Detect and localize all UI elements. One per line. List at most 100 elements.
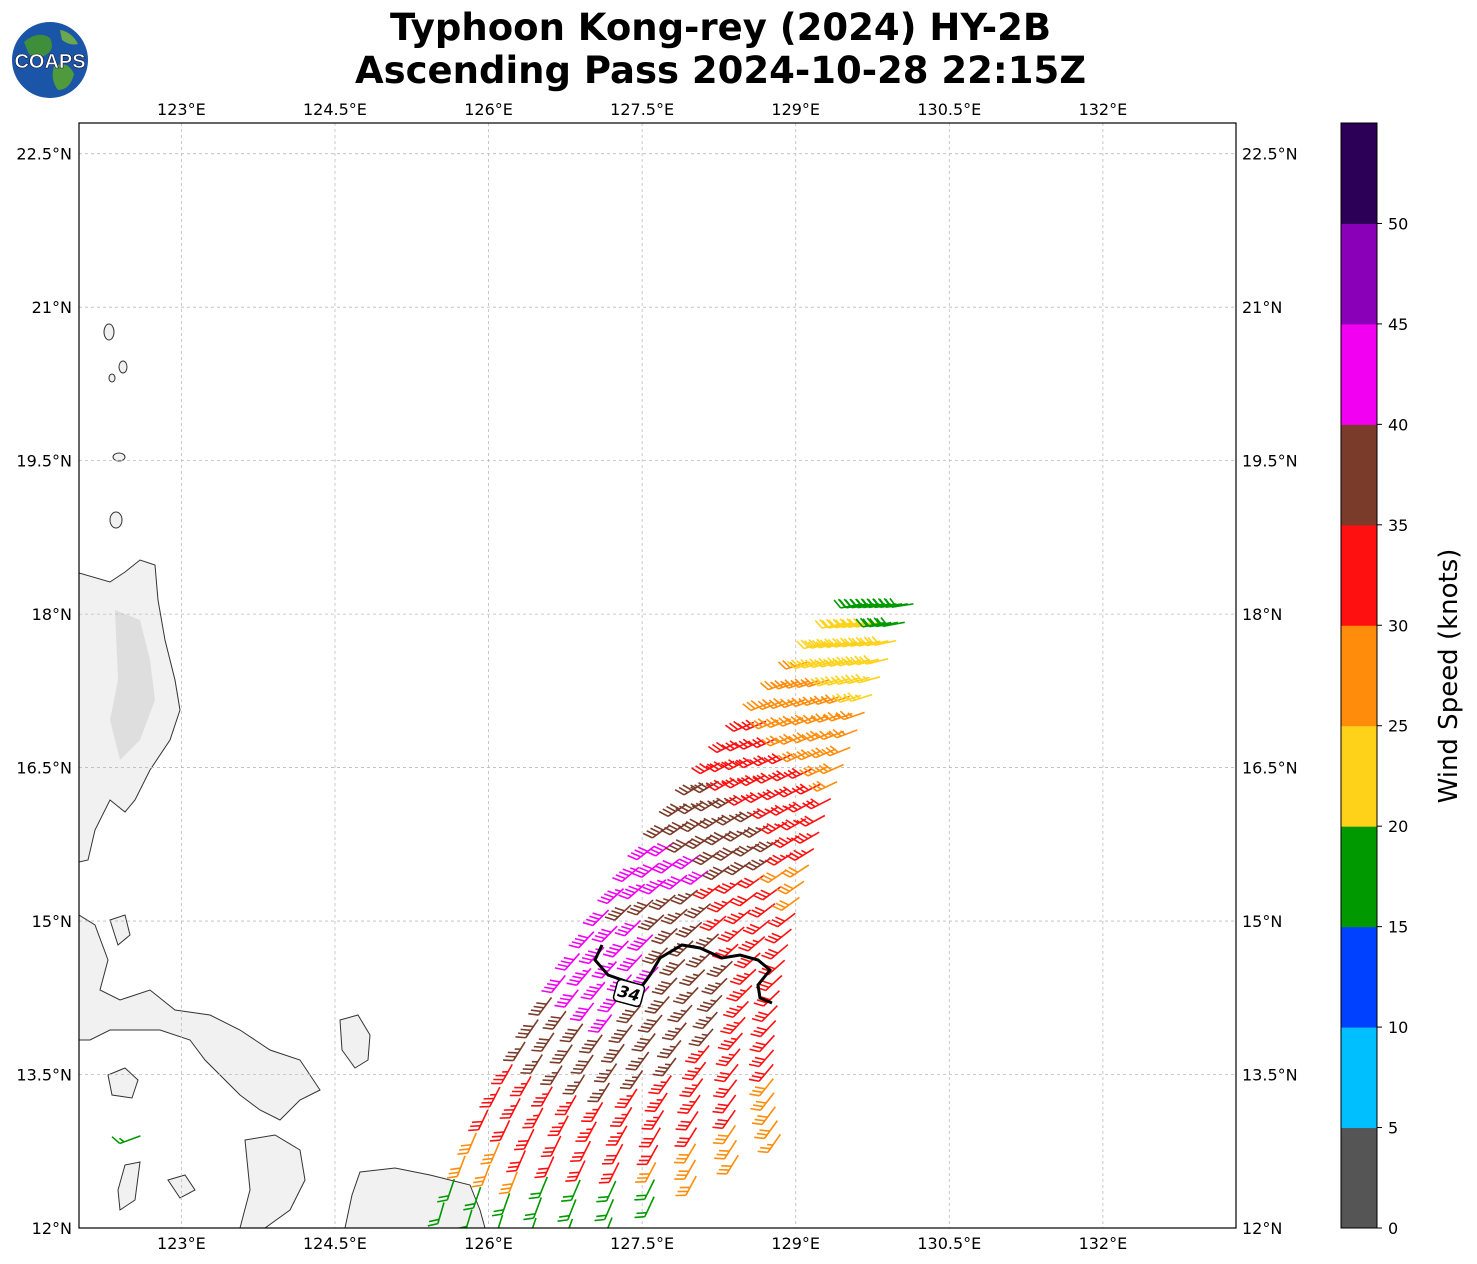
wind-barb [528, 1176, 548, 1200]
wind-barb [695, 815, 725, 829]
wind-barb [835, 710, 865, 721]
wind-barb [479, 1086, 501, 1108]
wind-barb [531, 1086, 553, 1107]
wind-barb [648, 894, 676, 911]
wind-barb [679, 969, 706, 987]
colorbar-bin [1341, 1127, 1377, 1229]
wind-barb [523, 1197, 543, 1221]
colorbar-tick-label: 15 [1388, 918, 1408, 937]
babuyan-island-2 [109, 511, 123, 529]
wind-barb [498, 1171, 518, 1195]
colorbar-tick-label: 35 [1388, 516, 1408, 535]
wind-barb [721, 828, 750, 842]
wind-barb [712, 1109, 736, 1130]
wind-barb [554, 952, 581, 971]
colorbar-tick-label: 25 [1388, 717, 1408, 736]
wind-barb [813, 657, 844, 668]
wind-barb [743, 856, 772, 871]
catanduanes-land [339, 1014, 371, 1069]
colorbar-tick-label: 45 [1388, 315, 1408, 334]
wind-barb [557, 1199, 577, 1223]
wind-barb [784, 800, 814, 813]
wind-barb [849, 655, 880, 666]
colorbar-tick-label: 0 [1388, 1219, 1398, 1238]
wind-barb [612, 866, 640, 883]
wind-barb [770, 835, 800, 849]
wind-barb [568, 931, 595, 949]
wind-barb [581, 1101, 604, 1123]
colorbar-tick-label: 40 [1388, 415, 1408, 434]
wind-barb [659, 874, 688, 890]
wind-barb [884, 597, 914, 608]
lon-tick-bottom: 123°E [157, 1234, 206, 1253]
wind-barb [776, 880, 805, 895]
lat-tick-right: 22.5°N [1242, 145, 1298, 164]
wind-barb [626, 899, 654, 916]
wind-barb [672, 986, 699, 1005]
wind-barb [706, 960, 733, 978]
wind-barb [651, 977, 678, 995]
wind-barb [605, 1125, 628, 1146]
wind-barb [749, 1078, 774, 1097]
wind-barbs [111, 597, 914, 1228]
wind-barb [840, 656, 871, 666]
wind-barb [749, 1034, 775, 1053]
lon-tick-bottom: 130.5°E [917, 1234, 981, 1253]
wind-barb [828, 728, 858, 739]
lat-tick-left: 16.5°N [16, 759, 72, 778]
wind-barb [575, 1121, 597, 1142]
wind-barb [565, 1160, 586, 1182]
wind-barb [659, 958, 686, 976]
babuyan-island-3 [108, 373, 116, 383]
wind-barb [641, 1109, 665, 1130]
wind-barb [712, 1079, 738, 1099]
wind-barb [597, 888, 625, 905]
wind-barb [522, 1107, 544, 1129]
wind-barb [715, 1048, 741, 1067]
colorbar-tick-label: 5 [1388, 1119, 1398, 1138]
lon-tick-top: 127.5°E [610, 100, 674, 119]
masbate-land [239, 1134, 306, 1228]
colorbar-label: Wind Speed (knots) [1434, 549, 1464, 804]
lat-tick-right: 19.5°N [1242, 452, 1298, 471]
wind-barb [547, 1115, 569, 1137]
lon-tick-bottom: 126°E [464, 1234, 513, 1253]
wind-barb [671, 854, 700, 870]
island-small-3 [117, 1161, 141, 1211]
wind-barb [644, 995, 670, 1014]
wind-barb [457, 1132, 478, 1155]
wind-barb [821, 745, 851, 757]
wind-barb [767, 770, 798, 782]
title-line-2: Ascending Pass 2024-10-28 22:15Z [354, 49, 1087, 92]
wind-barb [785, 848, 815, 861]
colorbar: 0 5 10 15 20 25 30 35 40 45 50 [1340, 122, 1408, 1238]
wind-barb [731, 843, 760, 857]
chart-title: Typhoon Kong-rey (2024) HY-2B Ascending … [0, 6, 1441, 92]
luzon-ridge-shading [110, 610, 155, 760]
batanes-island-2 [118, 360, 128, 374]
wind-barb [616, 1005, 642, 1024]
wind-barb [644, 1092, 668, 1113]
wind-barb [705, 778, 735, 791]
wind-barb [681, 1061, 707, 1081]
lon-tick-top: 123°E [157, 100, 206, 119]
wind-barb [638, 1127, 661, 1148]
wind-barb [491, 1193, 511, 1217]
wind-barb [610, 1106, 633, 1127]
wind-barb [637, 914, 665, 931]
wind-barb [688, 1028, 714, 1047]
wind-barb [661, 1022, 687, 1041]
wind-barb [783, 767, 813, 780]
lon-tick-bottom: 129°E [771, 1234, 820, 1253]
lat-tick-left: 19.5°N [16, 452, 72, 471]
wind-barb [714, 1139, 738, 1160]
colorbar-bin [1341, 826, 1377, 928]
wind-barb [751, 839, 780, 853]
wind-barb [875, 617, 905, 628]
luzon-south-land [79, 914, 321, 1121]
wind-barb [542, 1010, 567, 1030]
wind-barb [600, 1043, 625, 1063]
wind-barb [763, 753, 793, 765]
wind-barb [549, 1044, 573, 1064]
wind-barb [711, 847, 740, 861]
